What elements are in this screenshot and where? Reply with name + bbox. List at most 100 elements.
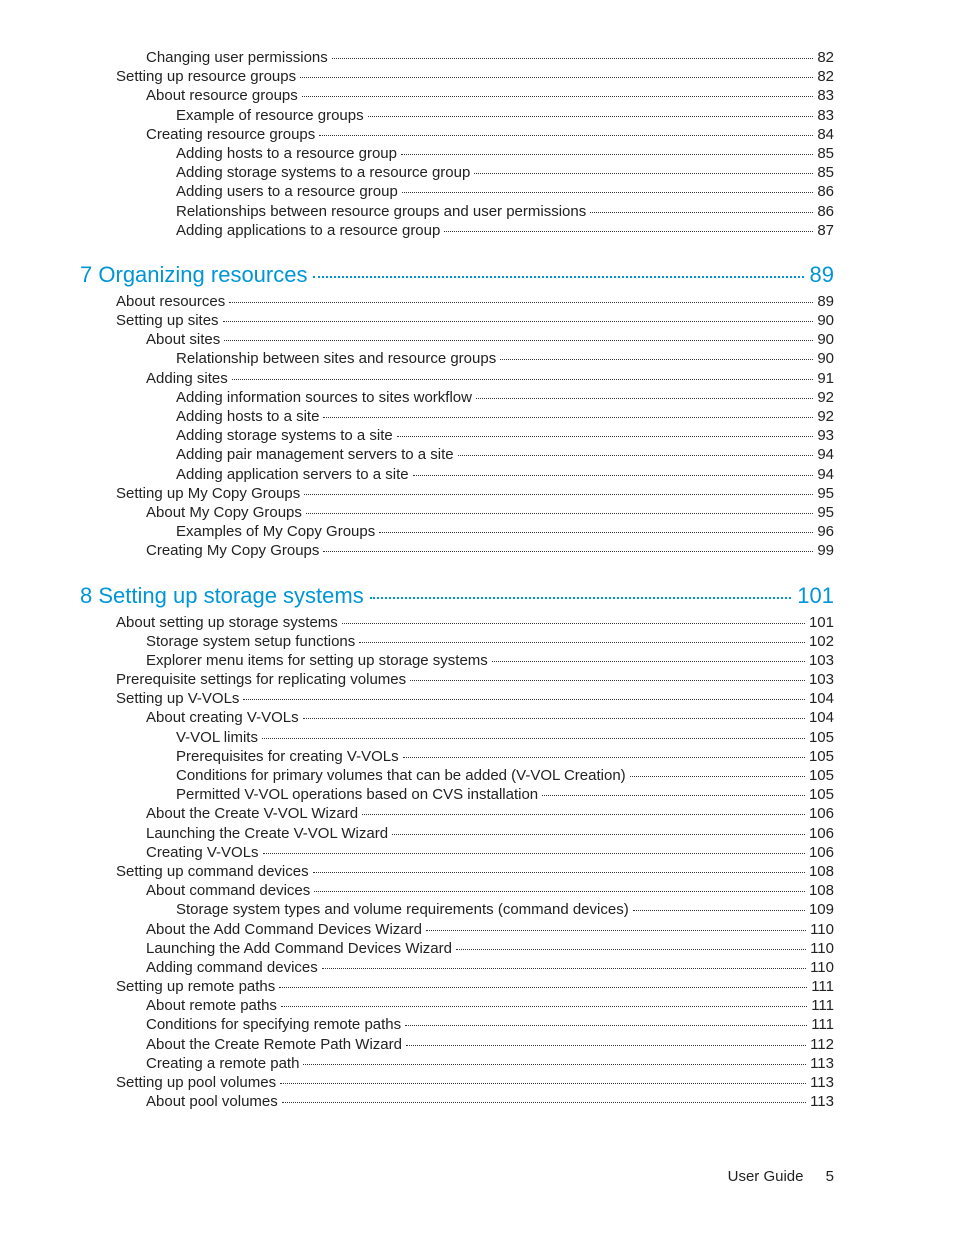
toc-entry-page: 105	[809, 766, 834, 785]
toc-entry[interactable]: Creating V-VOLs106	[80, 843, 834, 862]
toc-entry-page: 106	[809, 804, 834, 823]
toc-entry[interactable]: Adding pair management servers to a site…	[80, 445, 834, 464]
toc-leader	[492, 660, 805, 662]
toc-entry-label: V-VOL limits	[176, 728, 258, 747]
chapter-leader	[313, 275, 803, 278]
toc-leader	[323, 550, 813, 552]
toc-entry[interactable]: About resource groups83	[80, 86, 834, 105]
toc-entry-label: About the Add Command Devices Wizard	[146, 920, 422, 939]
toc-entry[interactable]: Storage system setup functions102	[80, 632, 834, 651]
toc-leader	[500, 358, 813, 360]
toc-leader	[262, 737, 805, 739]
toc-entry[interactable]: Changing user permissions82	[80, 48, 834, 67]
toc-entry-page: 108	[809, 881, 834, 900]
toc-entry[interactable]: Relationships between resource groups an…	[80, 202, 834, 221]
toc-leader	[542, 794, 805, 796]
toc-entry[interactable]: Adding users to a resource group86	[80, 182, 834, 201]
toc-leader	[362, 813, 805, 815]
toc-entry[interactable]: About pool volumes113	[80, 1092, 834, 1111]
toc-entry-label: Explorer menu items for setting up stora…	[146, 651, 488, 670]
toc-chapter-7[interactable]: 7 Organizing resources 89	[80, 262, 834, 288]
toc-entry-label: Adding command devices	[146, 958, 318, 977]
toc-entry[interactable]: Adding storage systems to a site93	[80, 426, 834, 445]
toc-leader	[397, 435, 814, 437]
toc-entry[interactable]: Creating a remote path113	[80, 1054, 834, 1073]
toc-entry[interactable]: Adding hosts to a resource group85	[80, 144, 834, 163]
toc-entry[interactable]: Adding applications to a resource group8…	[80, 221, 834, 240]
toc-entry[interactable]: Adding sites91	[80, 369, 834, 388]
toc-entry[interactable]: Explorer menu items for setting up stora…	[80, 651, 834, 670]
toc-leader	[342, 622, 805, 624]
toc-entry[interactable]: V-VOL limits105	[80, 728, 834, 747]
toc-entry[interactable]: Conditions for specifying remote paths11…	[80, 1015, 834, 1034]
toc-entry[interactable]: Setting up pool volumes113	[80, 1073, 834, 1092]
toc-leader	[633, 909, 805, 911]
toc-entry[interactable]: Launching the Create V-VOL Wizard106	[80, 824, 834, 843]
toc-leader	[410, 679, 805, 681]
toc-entry[interactable]: About the Add Command Devices Wizard110	[80, 920, 834, 939]
toc-entry[interactable]: Adding command devices110	[80, 958, 834, 977]
chapter-7-page: 89	[810, 262, 834, 288]
toc-entry[interactable]: Creating My Copy Groups99	[80, 541, 834, 560]
toc-entry[interactable]: About setting up storage systems101	[80, 613, 834, 632]
toc-entry-page: 90	[817, 349, 834, 368]
page-footer: User Guide 5	[728, 1168, 834, 1185]
toc-entry[interactable]: Adding information sources to sites work…	[80, 388, 834, 407]
toc-leader	[229, 301, 813, 303]
toc-entry[interactable]: Example of resource groups83	[80, 106, 834, 125]
footer-page-number: 5	[826, 1168, 834, 1185]
toc-entry-page: 110	[810, 939, 834, 958]
toc-entry-page: 112	[810, 1035, 834, 1054]
toc-entry[interactable]: Setting up sites90	[80, 311, 834, 330]
toc-entry[interactable]: Relationship between sites and resource …	[80, 349, 834, 368]
toc-entry-page: 93	[817, 426, 834, 445]
toc-entry[interactable]: Adding hosts to a site92	[80, 407, 834, 426]
toc-entry-page: 84	[817, 125, 834, 144]
footer-label: User Guide	[728, 1168, 804, 1185]
toc-entry[interactable]: Launching the Add Command Devices Wizard…	[80, 939, 834, 958]
toc-entry[interactable]: About creating V-VOLs104	[80, 708, 834, 727]
toc-entry[interactable]: Permitted V-VOL operations based on CVS …	[80, 785, 834, 804]
toc-leader	[413, 474, 814, 476]
chapter-7-title: 7 Organizing resources	[80, 262, 307, 288]
toc-entry-page: 104	[809, 689, 834, 708]
toc-entry[interactable]: About command devices108	[80, 881, 834, 900]
toc-entry[interactable]: Creating resource groups84	[80, 125, 834, 144]
toc-entry[interactable]: About the Create V-VOL Wizard106	[80, 804, 834, 823]
toc-entry[interactable]: Setting up command devices108	[80, 862, 834, 881]
toc-entry[interactable]: Prerequisite settings for replicating vo…	[80, 670, 834, 689]
toc-entry[interactable]: Conditions for primary volumes that can …	[80, 766, 834, 785]
toc-entry-page: 111	[811, 977, 834, 996]
toc-pre-section: Changing user permissions82Setting up re…	[80, 48, 834, 240]
toc-entry[interactable]: Storage system types and volume requirem…	[80, 900, 834, 919]
toc-entry-label: Adding applications to a resource group	[176, 221, 440, 240]
toc-entry[interactable]: About resources89	[80, 292, 834, 311]
toc-leader	[456, 948, 806, 950]
toc-entry[interactable]: About the Create Remote Path Wizard112	[80, 1035, 834, 1054]
toc-entry[interactable]: About My Copy Groups95	[80, 503, 834, 522]
toc-entry-page: 113	[810, 1092, 834, 1111]
toc-leader	[314, 890, 805, 892]
toc-entry[interactable]: Adding application servers to a site94	[80, 465, 834, 484]
toc-entry-label: Setting up pool volumes	[116, 1073, 276, 1092]
toc-entry-label: Setting up sites	[116, 311, 219, 330]
toc-entry-label: Setting up V-VOLs	[116, 689, 239, 708]
toc-entry[interactable]: About sites90	[80, 330, 834, 349]
toc-entry[interactable]: Examples of My Copy Groups96	[80, 522, 834, 541]
toc-entry[interactable]: Setting up remote paths111	[80, 977, 834, 996]
toc-entry-page: 92	[817, 407, 834, 426]
toc-entry[interactable]: Setting up resource groups82	[80, 67, 834, 86]
toc-entry[interactable]: Setting up My Copy Groups95	[80, 484, 834, 503]
toc-leader	[403, 756, 805, 758]
toc-chapter-8[interactable]: 8 Setting up storage systems 101	[80, 583, 834, 609]
toc-leader	[319, 134, 813, 136]
toc-entry[interactable]: Setting up V-VOLs 104	[80, 689, 834, 708]
toc-entry-label: Conditions for primary volumes that can …	[176, 766, 626, 785]
toc-entry-page: 103	[809, 670, 834, 689]
toc-entry-page: 103	[809, 651, 834, 670]
toc-entry[interactable]: Adding storage systems to a resource gro…	[80, 163, 834, 182]
toc-entry-page: 94	[817, 445, 834, 464]
toc-entry[interactable]: About remote paths111	[80, 996, 834, 1015]
toc-entry-label: Permitted V-VOL operations based on CVS …	[176, 785, 538, 804]
toc-entry[interactable]: Prerequisites for creating V-VOLs105	[80, 747, 834, 766]
